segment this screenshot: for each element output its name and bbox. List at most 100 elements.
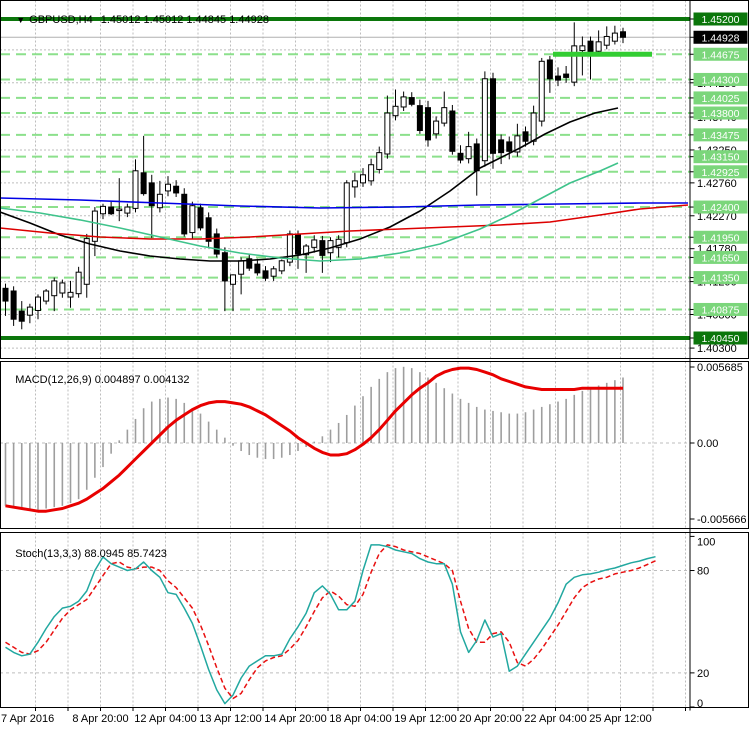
candle-bullish (514, 135, 521, 153)
price-badge-label: 1.44675 (702, 49, 740, 61)
price-badge-label: 1.40450 (702, 333, 740, 345)
candle-bearish (2, 287, 9, 302)
price-badge (693, 72, 748, 86)
candle-bearish (213, 233, 220, 255)
ma-teal (0, 162, 619, 262)
stoch-axis-label: 0 (697, 698, 703, 710)
price-label: 1.42760 (697, 178, 737, 190)
candle-bearish (416, 105, 423, 131)
price-label: 1.42270 (697, 211, 737, 223)
time-axis-label: 13 Apr 12:00 (199, 713, 262, 725)
stoch-signal-line (5, 544, 656, 700)
candle-bearish (425, 107, 431, 141)
price-badge (693, 47, 748, 61)
candle-bearish (620, 31, 626, 38)
price-badge (693, 165, 748, 179)
price-badge-label: 1.44025 (702, 93, 740, 105)
candle-bullish (351, 180, 358, 188)
candle-bearish (587, 40, 594, 53)
stoch-values: 88.0945 85.7423 (84, 548, 167, 560)
candle-bearish (205, 217, 212, 242)
candle-bearish (140, 172, 147, 195)
candle-bullish (51, 280, 58, 297)
candle-bullish (530, 112, 537, 142)
candle-bullish (67, 291, 74, 298)
macd-signal-line (5, 366, 623, 513)
candle-bullish (392, 105, 399, 117)
candle-bullish (43, 290, 50, 302)
time-axis-label: 20 Apr 20:00 (459, 713, 522, 725)
price-badge-label: 1.40875 (702, 304, 740, 316)
candle-bullish (59, 282, 66, 294)
candle-bearish (10, 290, 17, 320)
candle-bullish (481, 78, 488, 162)
price-badge (693, 302, 748, 316)
ohlc-values: 1.45012 1.45012 1.44845 1.44928 (100, 14, 269, 26)
candle-bullish (433, 120, 440, 135)
time-axis[interactable]: 7 Apr 2016 8 Apr 20:00 12 Apr 04:00 13 Apr … (0, 711, 749, 731)
candle-bearish (457, 152, 464, 161)
candle-bullish (571, 45, 578, 83)
candle-bearish (221, 252, 228, 282)
macd-values: 0.004897 0.004132 (94, 374, 190, 386)
price-badge (693, 30, 748, 44)
price-badge-label: 1.44300 (702, 74, 740, 86)
candle-bearish (246, 258, 253, 269)
candle-bullish (35, 296, 41, 311)
candle-bullish (376, 152, 383, 170)
price-badge (693, 91, 748, 105)
price-badge (693, 200, 748, 214)
candle-bearish (546, 59, 553, 80)
candle-bullish (132, 170, 139, 209)
ma-black (0, 107, 619, 262)
stoch-indicator-label: Stoch(13,3,3) 88.0945 85.7423 (3, 536, 167, 572)
time-axis-label: 12 Apr 04:00 (134, 713, 197, 725)
stoch-axis-label: 80 (697, 566, 709, 578)
price-badge (693, 271, 748, 285)
price-badge (693, 12, 748, 26)
macd-axis-label: 0.005685 (697, 362, 743, 374)
price-badge-label: 1.44928 (702, 32, 740, 44)
chart-title: ▼ GBPUSD,H4 1.45012 1.45012 1.44845 1.4492… (4, 2, 269, 38)
candle-bullish (230, 274, 236, 285)
candle-bullish (343, 182, 350, 244)
time-axis-label: 25 Apr 12:00 (589, 713, 652, 725)
candle-bearish (490, 78, 496, 154)
candle-bullish (384, 112, 391, 155)
candle-bullish (26, 306, 33, 316)
stoch-name: Stoch(13,3,3) (15, 548, 82, 560)
candle-bullish (100, 205, 106, 215)
candle-bullish (335, 238, 342, 248)
candle-bearish (295, 234, 301, 255)
price-badge (693, 230, 748, 244)
price-badge (693, 128, 748, 142)
time-axis-label: 22 Apr 04:00 (524, 713, 587, 725)
candle-bullish (400, 96, 407, 108)
candle-bullish (360, 174, 366, 184)
price-badge (693, 250, 748, 264)
time-axis-label: 14 Apr 20:00 (264, 713, 327, 725)
macd-axis-label: -0.005666 (697, 514, 747, 526)
candle-bullish (603, 35, 610, 46)
ma-blue (0, 197, 688, 209)
candle-bearish (254, 263, 261, 274)
price-badge-label: 1.41350 (702, 273, 740, 285)
candle-bullish (611, 32, 618, 42)
candle-bullish (116, 208, 123, 212)
candle-bearish (18, 310, 25, 322)
time-axis-label: 19 Apr 12:00 (394, 713, 457, 725)
candle-bullish (189, 205, 196, 234)
candle-bullish (579, 45, 586, 52)
price-badge-label: 1.45200 (702, 14, 740, 26)
time-axis-label: 18 Apr 04:00 (329, 713, 392, 725)
candle-bullish (238, 260, 245, 275)
symbol-dropdown-icon[interactable]: ▼ (16, 15, 26, 25)
candle-bullish (156, 193, 163, 209)
candle-bearish (449, 110, 456, 152)
macd-indicator-label: MACD(12,26,9) 0.004897 0.004132 (3, 362, 190, 398)
symbol-timeframe-label: GBPUSD,H4 (29, 14, 93, 26)
price-badge-label: 1.43150 (702, 152, 740, 164)
price-badge-label: 1.43800 (702, 108, 740, 120)
